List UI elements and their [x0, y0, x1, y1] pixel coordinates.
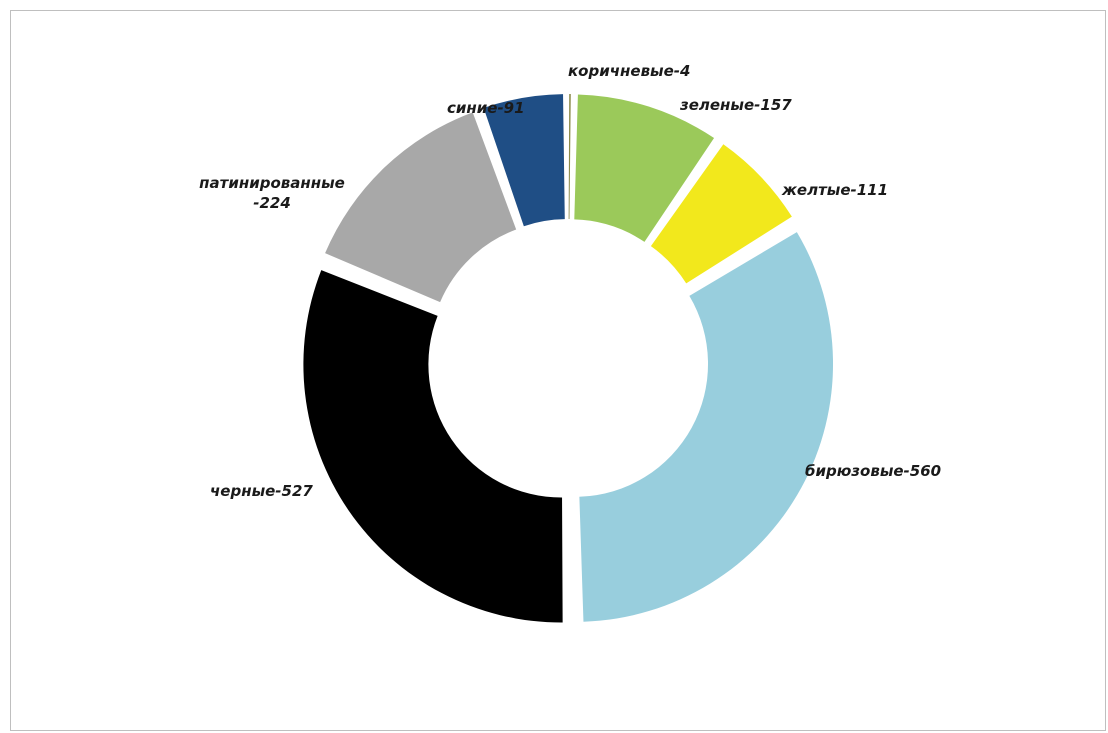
label-line: патинированные — [199, 174, 345, 192]
label-brown: коричневые-4 — [568, 62, 690, 80]
label-line: желтые-111 — [781, 181, 888, 199]
label-line: синие-91 — [447, 99, 525, 117]
label-black: черные-527 — [210, 482, 313, 500]
labels-group: коричневые-4 зеленые-157 желтые-111 бирюзов… — [199, 62, 941, 500]
slice-brown — [568, 94, 571, 220]
slice-turquoise — [579, 232, 834, 622]
label-line: коричневые-4 — [568, 62, 690, 80]
label-patinated: патинированные -224 — [199, 174, 345, 212]
label-line: -224 — [253, 194, 291, 212]
label-line: бирюзовые-560 — [805, 462, 941, 480]
slice-patinated — [325, 112, 517, 303]
label-line: черные-527 — [210, 482, 313, 500]
label-blue: синие-91 — [447, 99, 525, 117]
label-yellow: желтые-111 — [781, 181, 888, 199]
slices-group — [303, 94, 834, 623]
slice-blue — [483, 94, 565, 227]
label-turquoise: бирюзовые-560 — [805, 462, 941, 480]
slice-black — [303, 270, 563, 623]
label-line: зеленые-157 — [679, 96, 792, 114]
slice-green — [574, 94, 715, 242]
label-green: зеленые-157 — [679, 96, 792, 114]
slice-yellow — [650, 144, 792, 284]
